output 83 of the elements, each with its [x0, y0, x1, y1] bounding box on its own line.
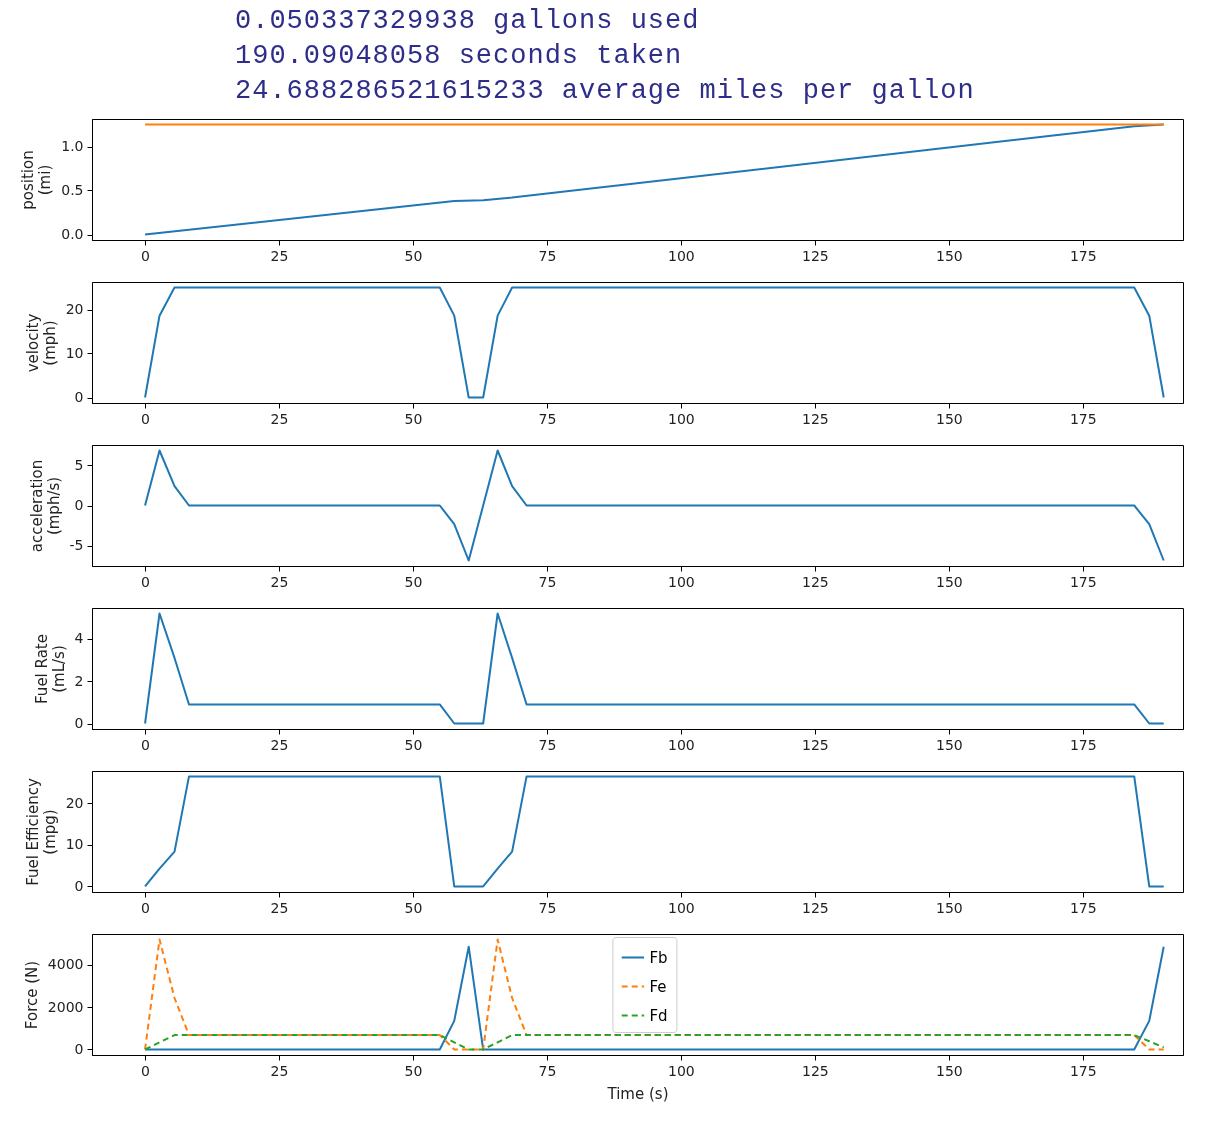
x-tick-label: 100	[668, 1062, 695, 1079]
line-series	[144, 775, 1165, 888]
y-tick-label: 0	[74, 1040, 84, 1057]
x-tick-label: 75	[538, 247, 557, 264]
line-series	[144, 1034, 1165, 1051]
x-tick-label: 50	[404, 736, 423, 753]
x-tick-label: 25	[270, 736, 289, 753]
x-tick-label: 175	[1069, 247, 1097, 264]
x-tick-label: 50	[404, 573, 423, 590]
x-tick-label: 125	[802, 736, 829, 753]
x-tick-label: 150	[935, 899, 963, 916]
x-tick-label: 125	[802, 1062, 829, 1079]
y-tick-label: 10	[65, 345, 84, 361]
x-tick-label: 50	[404, 1062, 423, 1079]
x-tick-label: 175	[1069, 573, 1097, 590]
x-tick-label: 150	[935, 1062, 963, 1079]
x-tick-label: 0	[141, 1062, 151, 1079]
y-axis-title: acceleration (mph/s)	[27, 459, 63, 553]
y-tick-label: 2	[74, 672, 84, 689]
legend-label: Fb	[649, 948, 668, 967]
x-tick-label: 175	[1069, 410, 1097, 427]
x-tick-label: 100	[668, 573, 695, 590]
x-tick-label: 0	[141, 410, 151, 427]
x-tick-label: 25	[270, 573, 289, 590]
text: 0.050337329938 gallons used	[235, 5, 701, 38]
legend-label: Fe	[649, 977, 667, 996]
y-tick-label: 2000	[47, 998, 84, 1015]
x-tick-label: 100	[668, 899, 695, 916]
x-tick-label: 0	[141, 736, 151, 753]
x-tick-label: 175	[1069, 736, 1097, 753]
x-tick-label: 50	[404, 899, 423, 916]
x-tick-label: 150	[935, 247, 963, 264]
x-tick-label: 75	[538, 899, 557, 916]
y-axis-title: position (mi)	[19, 150, 55, 210]
line-series	[144, 449, 1165, 562]
y-tick-label: 1.0	[61, 138, 84, 154]
y-axis-title: velocity (mph)	[23, 313, 59, 373]
y-tick-label: 4	[74, 630, 84, 647]
y-tick-label: 5	[74, 456, 84, 473]
y-tick-label: 0.5	[61, 182, 84, 198]
x-tick-label: 0	[141, 247, 151, 264]
x-tick-label: 125	[802, 247, 829, 264]
x-tick-label: 0	[141, 899, 151, 916]
x-tick-label: 125	[802, 573, 829, 590]
y-axis-title: Force (N)	[22, 960, 41, 1030]
x-tick-label: 75	[538, 736, 557, 753]
x-tick-label: 0	[141, 573, 151, 590]
y-tick-label: 0	[74, 715, 84, 731]
legend-label: Fd	[649, 1006, 668, 1025]
y-tick-label: -5	[69, 537, 84, 554]
x-tick-label: 175	[1069, 899, 1097, 916]
y-axis-title: Fuel Rate (mL/s)	[32, 634, 68, 704]
y-tick-label: 0	[74, 389, 84, 405]
y-tick-label: 20	[65, 794, 84, 811]
x-tick-label: 25	[270, 247, 289, 264]
x-tick-label: 25	[270, 1062, 289, 1079]
x-tick-label: 125	[802, 899, 829, 916]
x-tick-label: 75	[538, 410, 557, 427]
text: 24.688286521615233 average miles per gallon	[235, 75, 976, 108]
x-tick-label: 25	[270, 899, 289, 916]
x-tick-label: 75	[538, 573, 557, 590]
x-tick-label: 125	[802, 410, 829, 427]
y-axis-title: Fuel Efficiency (mpg)	[23, 778, 59, 886]
x-tick-label: 25	[270, 410, 289, 427]
x-tick-label: 100	[668, 736, 695, 753]
x-tick-label: 50	[404, 247, 423, 264]
x-tick-label: 50	[404, 410, 423, 427]
y-tick-label: 0.0	[61, 226, 84, 242]
x-tick-label: 175	[1069, 1062, 1097, 1079]
text: 190.09048058 seconds taken	[235, 40, 684, 73]
y-tick-label: 0	[74, 877, 84, 894]
x-tick-label: 150	[935, 410, 963, 427]
line-series	[144, 612, 1165, 725]
y-tick-label: 20	[65, 301, 84, 317]
x-tick-label: 150	[935, 573, 963, 590]
x-axis-title: Time (s)	[606, 1084, 669, 1103]
y-tick-label: 4000	[47, 956, 84, 973]
x-tick-label: 100	[668, 247, 695, 264]
x-tick-label: 100	[668, 410, 695, 427]
y-tick-label: 10	[65, 836, 84, 853]
x-tick-label: 75	[538, 1062, 557, 1079]
x-tick-label: 150	[935, 736, 963, 753]
y-tick-label: 0	[74, 497, 84, 513]
